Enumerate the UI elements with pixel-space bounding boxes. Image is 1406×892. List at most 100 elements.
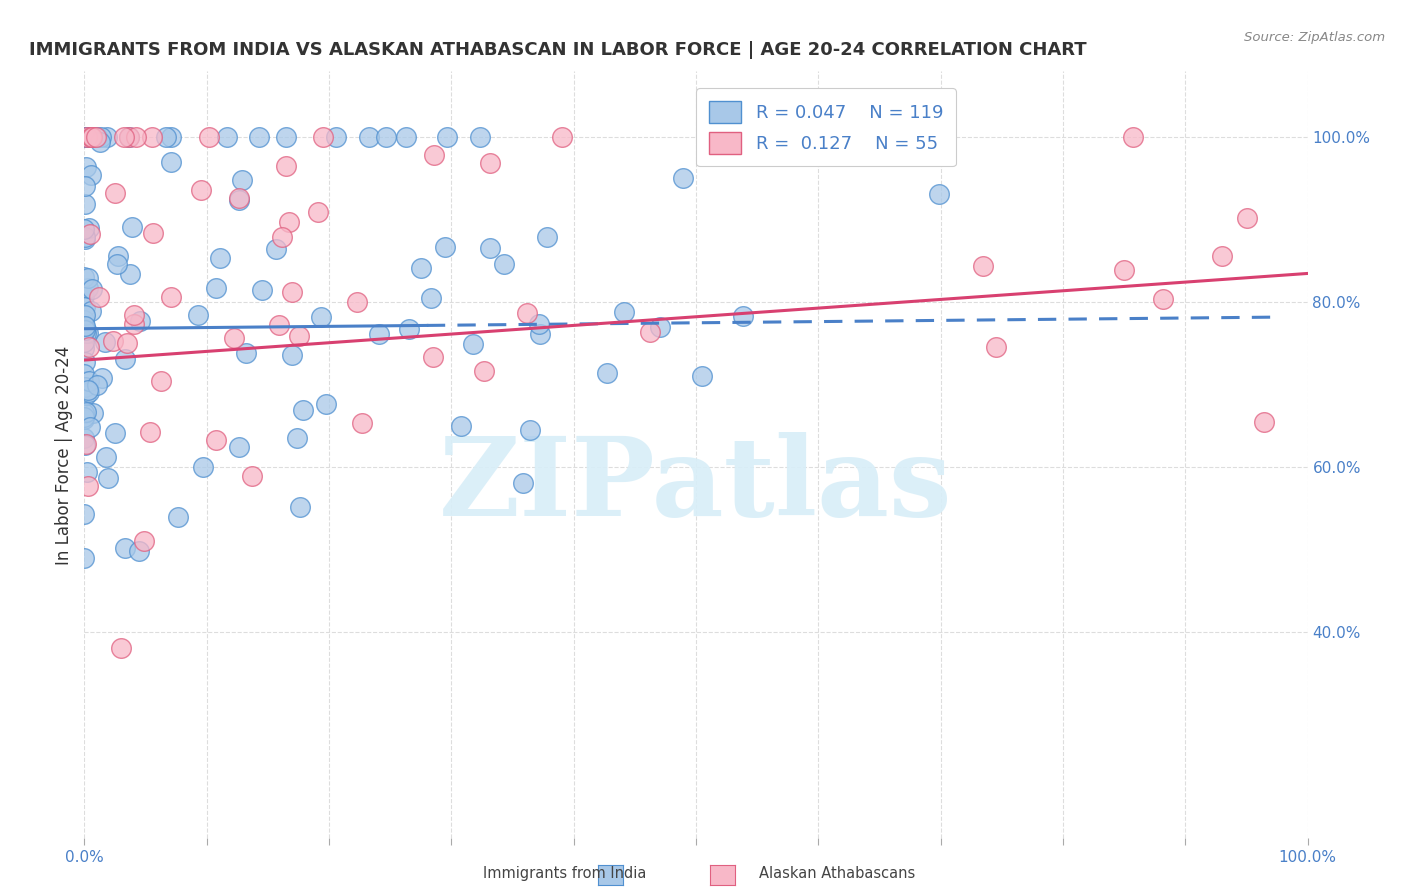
Point <box>142 227 165 241</box>
Point <box>73 197 96 211</box>
Point <box>160 130 183 145</box>
Point <box>374 130 396 145</box>
Point <box>281 348 304 362</box>
Point <box>134 533 156 548</box>
Point <box>73 130 96 145</box>
Point <box>281 285 304 300</box>
Point <box>228 191 250 205</box>
Point <box>77 340 100 354</box>
Point <box>84 130 107 145</box>
Point <box>73 412 96 426</box>
Point <box>613 305 636 319</box>
Point <box>141 130 163 145</box>
Point <box>1122 130 1144 145</box>
Point <box>160 290 183 304</box>
Point <box>77 374 100 388</box>
Point <box>114 541 136 555</box>
Point <box>76 383 98 397</box>
Point <box>231 173 253 187</box>
Point <box>73 308 96 322</box>
Point <box>87 290 110 304</box>
Point <box>94 335 117 350</box>
Point <box>516 306 538 320</box>
Point <box>76 280 98 294</box>
Point <box>187 308 209 322</box>
Point <box>75 437 97 451</box>
Point <box>79 385 101 400</box>
Point <box>648 320 671 334</box>
Point <box>82 406 104 420</box>
Point <box>1236 211 1258 226</box>
Point <box>470 130 492 145</box>
Point <box>75 300 97 314</box>
Point <box>73 289 96 303</box>
Point <box>278 215 301 229</box>
Point <box>536 230 558 244</box>
Point <box>274 160 297 174</box>
Point <box>367 327 389 342</box>
Point <box>193 460 215 475</box>
Point <box>288 329 311 343</box>
Point <box>551 130 574 145</box>
Point <box>75 326 97 340</box>
Point <box>409 260 432 275</box>
Point <box>291 402 314 417</box>
Point <box>110 640 132 655</box>
Point <box>315 397 337 411</box>
Point <box>215 130 238 145</box>
Point <box>73 431 96 445</box>
Point <box>76 465 98 479</box>
Point <box>972 259 994 273</box>
Point <box>1152 293 1174 307</box>
Point <box>205 433 228 447</box>
Point <box>264 243 287 257</box>
Point <box>77 479 100 493</box>
Text: Immigrants from India: Immigrants from India <box>484 866 647 881</box>
Point <box>209 251 232 265</box>
Point <box>325 130 347 145</box>
Point <box>472 363 495 377</box>
Point <box>114 351 136 366</box>
Point <box>190 183 212 197</box>
Point <box>235 346 257 360</box>
Point <box>79 227 101 241</box>
Point <box>139 425 162 439</box>
Point <box>73 438 96 452</box>
Point <box>73 313 96 327</box>
Point <box>247 130 270 145</box>
Point <box>73 178 96 193</box>
Point <box>350 416 373 430</box>
Point <box>73 551 96 566</box>
Point <box>928 187 950 202</box>
Point <box>75 388 97 402</box>
Point <box>112 130 135 145</box>
Point <box>80 168 103 182</box>
Point <box>73 130 96 145</box>
Point <box>155 130 177 145</box>
Point <box>96 450 118 464</box>
Point <box>733 310 755 324</box>
Point <box>527 318 550 332</box>
Point <box>494 257 516 271</box>
Point <box>107 249 129 263</box>
Point <box>309 310 332 324</box>
Point <box>285 432 308 446</box>
Point <box>80 304 103 318</box>
Point <box>89 136 111 150</box>
Point <box>101 334 124 348</box>
Point <box>115 336 138 351</box>
Y-axis label: In Labor Force | Age 20-24: In Labor Force | Age 20-24 <box>55 345 73 565</box>
Point <box>121 220 143 235</box>
Point <box>86 378 108 392</box>
Point <box>240 469 263 483</box>
Point <box>104 186 127 201</box>
Point <box>97 471 120 485</box>
Point <box>128 543 150 558</box>
Point <box>86 130 108 145</box>
Point <box>73 508 96 522</box>
Point <box>75 130 97 145</box>
Point <box>117 130 139 145</box>
Text: Alaskan Athabascans: Alaskan Athabascans <box>759 866 915 881</box>
Point <box>76 130 98 145</box>
Point <box>395 130 418 145</box>
